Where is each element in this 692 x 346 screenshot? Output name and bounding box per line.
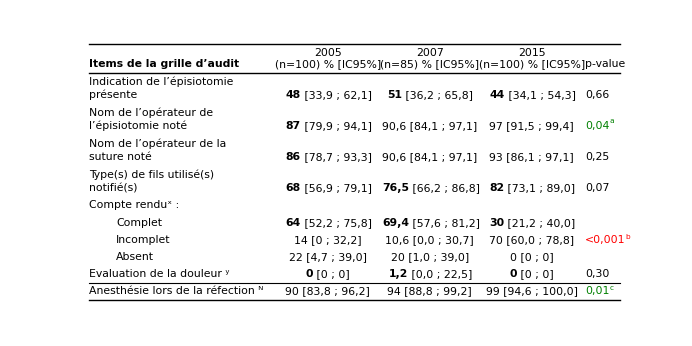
Text: 70 [60,0 ; 78,8]: 70 [60,0 ; 78,8] <box>489 235 574 245</box>
Text: Nom de l’opérateur de: Nom de l’opérateur de <box>89 107 213 118</box>
Text: 87: 87 <box>286 121 300 131</box>
Text: 2005: 2005 <box>314 48 342 58</box>
Text: 44: 44 <box>489 90 504 100</box>
Text: 51: 51 <box>388 90 402 100</box>
Text: c: c <box>610 285 614 291</box>
Text: 82: 82 <box>489 183 504 193</box>
Text: [56,9 ; 79,1]: [56,9 ; 79,1] <box>300 183 372 193</box>
Text: 90,6 [84,1 ; 97,1]: 90,6 [84,1 ; 97,1] <box>382 121 477 131</box>
Text: b: b <box>626 234 630 240</box>
Text: 90,6 [84,1 ; 97,1]: 90,6 [84,1 ; 97,1] <box>382 152 477 162</box>
Text: 94 [88,8 ; 99,2]: 94 [88,8 ; 99,2] <box>388 286 472 297</box>
Text: p-value: p-value <box>585 59 626 69</box>
Text: 22 [4,7 ; 39,0]: 22 [4,7 ; 39,0] <box>289 252 367 262</box>
Text: 30: 30 <box>489 218 504 228</box>
Text: [0 ; 0]: [0 ; 0] <box>517 269 554 279</box>
Text: [36,2 ; 65,8]: [36,2 ; 65,8] <box>402 90 473 100</box>
Text: Anesthésie lors de la réfection ᴺ: Anesthésie lors de la réfection ᴺ <box>89 286 264 297</box>
Text: Items de la grille d’audit: Items de la grille d’audit <box>89 59 239 69</box>
Text: [33,9 ; 62,1]: [33,9 ; 62,1] <box>300 90 372 100</box>
Text: Nom de l’opérateur de la: Nom de l’opérateur de la <box>89 138 226 149</box>
Text: Indication de l’épisiotomie: Indication de l’épisiotomie <box>89 76 234 87</box>
Text: Evaluation de la douleur ʸ: Evaluation de la douleur ʸ <box>89 269 230 279</box>
Text: (n=85) % [IC95%]: (n=85) % [IC95%] <box>380 59 480 69</box>
Text: [0,0 ; 22,5]: [0,0 ; 22,5] <box>408 269 473 279</box>
Text: Type(s) de fils utilisé(s): Type(s) de fils utilisé(s) <box>89 169 215 180</box>
Text: 97 [91,5 ; 99,4]: 97 [91,5 ; 99,4] <box>489 121 574 131</box>
Text: 10,6 [0,0 ; 30,7]: 10,6 [0,0 ; 30,7] <box>385 235 474 245</box>
Text: [73,1 ; 89,0]: [73,1 ; 89,0] <box>504 183 576 193</box>
Text: [21,2 ; 40,0]: [21,2 ; 40,0] <box>504 218 576 228</box>
Text: 0 [0 ; 0]: 0 [0 ; 0] <box>510 252 554 262</box>
Text: 0,66: 0,66 <box>585 90 610 100</box>
Text: 0,25: 0,25 <box>585 152 610 162</box>
Text: 1,2: 1,2 <box>389 269 408 279</box>
Text: 64: 64 <box>286 218 301 228</box>
Text: présente: présente <box>89 90 138 100</box>
Text: [79,9 ; 94,1]: [79,9 ; 94,1] <box>300 121 372 131</box>
Text: 69,4: 69,4 <box>382 218 409 228</box>
Text: 93 [86,1 ; 97,1]: 93 [86,1 ; 97,1] <box>489 152 574 162</box>
Text: Compte renduˣ :: Compte renduˣ : <box>89 200 179 210</box>
Text: 76,5: 76,5 <box>382 183 409 193</box>
Text: [66,2 ; 86,8]: [66,2 ; 86,8] <box>409 183 480 193</box>
Text: a: a <box>610 118 614 124</box>
Text: [0 ; 0]: [0 ; 0] <box>313 269 350 279</box>
Text: 2015: 2015 <box>518 48 545 58</box>
Text: 20 [1,0 ; 39,0]: 20 [1,0 ; 39,0] <box>390 252 469 262</box>
Text: Complet: Complet <box>116 218 162 228</box>
Text: [52,2 ; 75,8]: [52,2 ; 75,8] <box>301 218 372 228</box>
Text: 68: 68 <box>286 183 300 193</box>
Text: 0,01: 0,01 <box>585 286 610 297</box>
Text: 0: 0 <box>510 269 517 279</box>
Text: 0: 0 <box>306 269 313 279</box>
Text: 0,07: 0,07 <box>585 183 610 193</box>
Text: Absent: Absent <box>116 252 154 262</box>
Text: <0,001: <0,001 <box>585 235 626 245</box>
Text: [78,7 ; 93,3]: [78,7 ; 93,3] <box>300 152 372 162</box>
Text: 0,30: 0,30 <box>585 269 610 279</box>
Text: suture noté: suture noté <box>89 152 152 162</box>
Text: 14 [0 ; 32,2]: 14 [0 ; 32,2] <box>294 235 362 245</box>
Text: 48: 48 <box>286 90 300 100</box>
Text: 90 [83,8 ; 96,2]: 90 [83,8 ; 96,2] <box>285 286 370 297</box>
Text: (n=100) % [IC95%]: (n=100) % [IC95%] <box>275 59 381 69</box>
Text: [57,6 ; 81,2]: [57,6 ; 81,2] <box>409 218 480 228</box>
Text: 0,04: 0,04 <box>585 121 610 131</box>
Text: 2007: 2007 <box>416 48 444 58</box>
Text: 86: 86 <box>286 152 300 162</box>
Text: (n=100) % [IC95%]: (n=100) % [IC95%] <box>478 59 585 69</box>
Text: notifié(s): notifié(s) <box>89 183 138 193</box>
Text: Incomplet: Incomplet <box>116 235 170 245</box>
Text: l’épisiotomie noté: l’épisiotomie noté <box>89 121 188 131</box>
Text: [34,1 ; 54,3]: [34,1 ; 54,3] <box>504 90 576 100</box>
Text: 99 [94,6 ; 100,0]: 99 [94,6 ; 100,0] <box>486 286 578 297</box>
